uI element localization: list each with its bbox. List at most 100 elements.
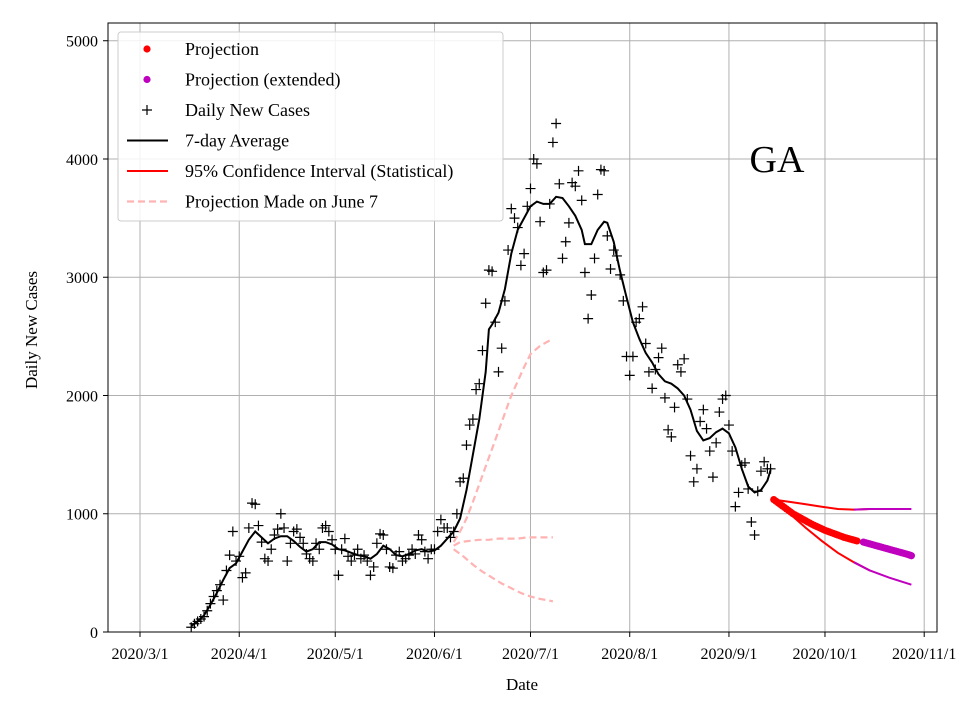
daily-case-marker [352, 544, 363, 555]
legend: Projection Projection (extended) Daily New… [117, 31, 504, 222]
daily-case-marker [535, 216, 546, 227]
daily-case-marker [506, 203, 517, 214]
daily-case-marker [663, 424, 674, 435]
x-tick-label: 2020/9/1 [701, 646, 758, 663]
daily-case-marker [576, 195, 587, 206]
daily-case-marker [541, 265, 552, 276]
daily-case-marker [746, 517, 757, 528]
daily-case-marker [749, 530, 760, 541]
daily-case-marker [227, 526, 238, 537]
daily-case-marker [570, 181, 581, 192]
daily-case-marker [560, 236, 571, 247]
daily-case-marker [525, 183, 536, 194]
daily-case-marker [672, 359, 683, 370]
daily-case-marker [509, 213, 520, 224]
daily-case-marker [295, 532, 306, 543]
x-tick-label: 2020/10/1 [793, 646, 858, 663]
legend-label: Daily New Cases [185, 100, 310, 120]
legend-item: Projection [143, 39, 259, 59]
daily-case-marker [298, 538, 309, 549]
june7-projection-center-line [453, 536, 553, 547]
plot-frame [107, 22, 938, 633]
daily-case-marker [675, 366, 686, 377]
legend-label: Projection (extended) [185, 70, 340, 91]
daily-case-marker [701, 423, 712, 434]
legend-item: Projection Made on June 7 [127, 192, 378, 212]
june7-projection-upper-line [452, 337, 554, 543]
daily-case-marker [519, 248, 530, 259]
daily-case-marker [365, 570, 376, 581]
daily-case-marker [515, 260, 526, 271]
legend-item: Projection (extended) [143, 70, 340, 91]
daily-case-marker [250, 499, 261, 510]
daily-case-marker [323, 526, 334, 537]
daily-case-marker [474, 378, 485, 389]
daily-case-marker [435, 514, 446, 525]
daily-case-marker [256, 537, 267, 548]
daily-case-marker [320, 520, 331, 531]
daily-case-marker [266, 544, 277, 555]
x-tick-label: 2020/5/1 [307, 646, 364, 663]
daily-case-marker [723, 420, 734, 431]
y-tick-label: 2000 [66, 388, 98, 405]
daily-case-marker [368, 561, 379, 572]
daily-case-marker [224, 550, 235, 561]
daily-case-marker [493, 366, 504, 377]
projection-point [853, 537, 861, 545]
daily-case-marker [333, 570, 344, 581]
legend-plus-marker [142, 105, 152, 115]
daily-case-marker [240, 567, 251, 578]
daily-case-marker [339, 533, 350, 544]
daily-case-marker [643, 366, 654, 377]
daily-case-marker [573, 165, 584, 176]
daily-case-marker [387, 563, 398, 574]
daily-case-marker [707, 472, 718, 483]
daily-case-marker [656, 343, 667, 354]
daily-case-marker [423, 553, 434, 564]
daily-case-marker [586, 289, 597, 300]
daily-case-marker [314, 544, 325, 555]
daily-case-marker [218, 595, 229, 606]
daily-case-marker [551, 118, 562, 129]
daily-case-marker [647, 383, 658, 394]
daily-case-marker [487, 266, 498, 277]
daily-case-marker [442, 522, 453, 533]
daily-case-marker [583, 313, 594, 324]
daily-case-marker [464, 420, 475, 431]
daily-case-marker [711, 437, 722, 448]
daily-case-marker [467, 414, 478, 425]
daily-case-marker [704, 446, 715, 457]
daily-case-marker [531, 158, 542, 169]
legend-dot-marker [143, 45, 151, 53]
daily-case-marker [698, 404, 709, 415]
daily-case-marker [733, 487, 744, 498]
x-axis-label: Date [506, 675, 538, 694]
daily-case-marker [714, 407, 725, 418]
june7-projection-lower-line [453, 548, 554, 603]
y-tick-label: 5000 [66, 34, 98, 51]
daily-case-marker [458, 473, 469, 484]
daily-case-marker [605, 263, 616, 274]
daily-case-marker [759, 456, 770, 467]
x-tick-label: 2020/7/1 [502, 646, 559, 663]
legend-label: Projection Made on June 7 [185, 192, 378, 212]
daily-case-marker [371, 538, 382, 549]
legend-label: Projection [185, 39, 259, 59]
legend-label: 95% Confidence Interval (Statistical) [185, 161, 453, 182]
daily-case-marker [282, 556, 293, 567]
daily-case-marker [659, 392, 670, 403]
daily-case-marker [346, 556, 357, 567]
daily-case-marker [589, 253, 600, 264]
y-tick-label: 0 [90, 625, 98, 642]
y-axis-label: Daily New Cases [22, 271, 41, 389]
daily-case-marker [285, 538, 296, 549]
y-tick-label: 4000 [66, 152, 98, 169]
daily-case-marker [291, 524, 302, 535]
daily-case-marker [461, 440, 472, 451]
daily-case-marker [471, 384, 482, 395]
daily-case-marker [755, 466, 766, 477]
daily-case-marker [416, 534, 427, 545]
legend-item: 95% Confidence Interval (Statistical) [127, 161, 453, 182]
daily-case-marker [432, 526, 443, 537]
daily-case-marker [327, 534, 338, 545]
